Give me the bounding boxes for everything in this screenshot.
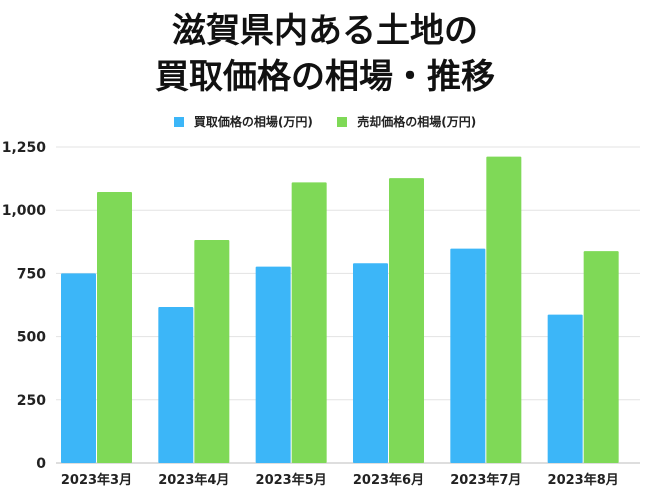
x-tick-label: 2023年3月 — [61, 472, 132, 488]
x-tick-label: 2023年8月 — [548, 472, 619, 488]
legend-item-buy: 買取価格の相場(万円) — [173, 113, 313, 130]
y-axis-ticks: 0 250 500 750 1,000 1,250 — [2, 140, 47, 472]
y-tick-label: 0 — [36, 456, 46, 472]
y-tick-label: 250 — [17, 393, 46, 409]
x-axis-ticks: 2023年3月 2023年4月 2023年5月 2023年6月 2023年7月 2023年… — [61, 472, 619, 488]
bar-buy — [158, 307, 194, 463]
bar-buy — [61, 273, 96, 463]
gridlines — [56, 146, 640, 464]
bar-sell — [486, 156, 522, 464]
bar-buy — [547, 314, 583, 463]
legend-swatch-sell — [337, 117, 348, 127]
x-tick-label: 2023年5月 — [256, 472, 327, 488]
chart-title-line-2: 買取価格の相場・推移 — [155, 57, 495, 97]
y-tick-label: 1,250 — [2, 140, 47, 156]
bar-buy — [353, 263, 388, 463]
legend: 買取価格の相場(万円) 売却価格の相場(万円) — [0, 113, 650, 130]
bar-buy — [255, 266, 291, 463]
y-tick-label: 1,000 — [2, 203, 47, 219]
y-tick-label: 750 — [17, 266, 46, 282]
x-tick-label: 2023年6月 — [353, 472, 424, 488]
bar-buy — [450, 248, 486, 463]
bar-sell — [97, 191, 132, 463]
y-tick-label: 500 — [17, 330, 46, 346]
x-tick-label: 2023年4月 — [158, 472, 229, 488]
bar-sell — [194, 240, 230, 463]
bar-sell — [583, 251, 619, 463]
chart-title-line-1: 滋賀県内ある土地の — [172, 11, 478, 51]
legend-swatch-buy — [173, 117, 184, 127]
legend-label-buy: 買取価格の相場(万円) — [193, 115, 313, 129]
bars — [61, 156, 619, 464]
chart-title: 滋賀県内ある土地の 買取価格の相場・推移 — [0, 8, 650, 100]
bar-sell — [291, 182, 327, 463]
bar-sell — [389, 178, 424, 463]
x-tick-label: 2023年7月 — [450, 472, 521, 488]
legend-item-sell: 売却価格の相場(万円) — [337, 113, 476, 130]
legend-label-sell: 売却価格の相場(万円) — [357, 115, 477, 129]
